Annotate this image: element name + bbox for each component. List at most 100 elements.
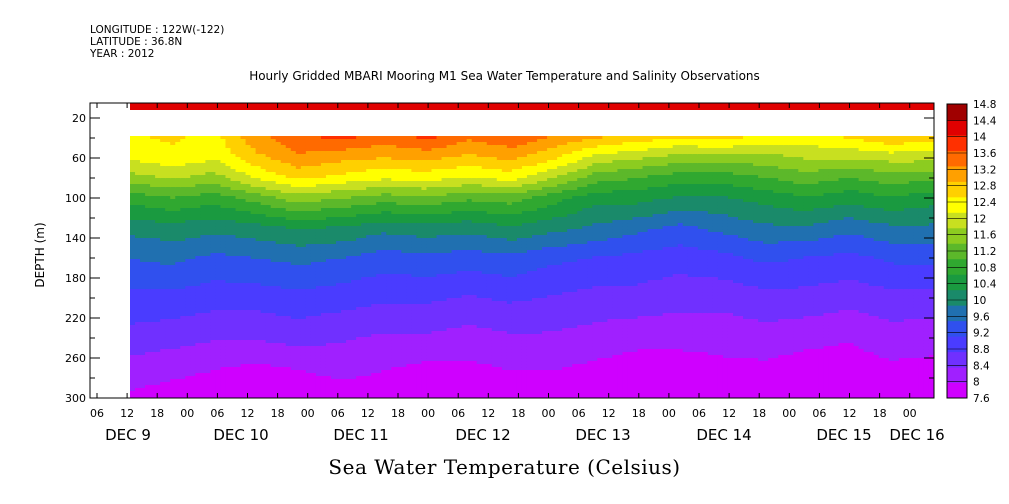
heat-cell: [250, 175, 257, 179]
heat-cell: [175, 331, 181, 335]
heat-cell: [130, 175, 136, 179]
heat-cell: [205, 160, 212, 164]
heat-cell: [250, 379, 257, 383]
heat-cell: [220, 370, 227, 374]
heat-cell: [170, 253, 176, 257]
heat-cell: [230, 307, 237, 311]
heat-cell: [145, 373, 151, 377]
heat-cell: [195, 292, 201, 296]
heat-cell: [215, 337, 222, 341]
heat-cell: [250, 169, 257, 173]
heat-cell: [240, 304, 247, 308]
heat-cell: [140, 370, 146, 374]
heat-cell: [230, 256, 237, 260]
heat-cell: [160, 226, 166, 230]
heat-cell: [135, 196, 141, 200]
heat-cell: [200, 391, 206, 395]
heat-cell: [240, 256, 247, 260]
heat-cell: [165, 304, 171, 308]
heat-cell: [230, 298, 237, 302]
heat-cell: [235, 145, 242, 149]
heat-cell: [185, 259, 191, 263]
heat-cell: [265, 145, 272, 149]
heat-cell: [150, 367, 156, 371]
heat-cell: [230, 295, 237, 299]
heat-cell: [140, 190, 146, 194]
heat-cell: [255, 151, 262, 155]
heat-cell: [220, 244, 227, 248]
heat-cell: [225, 214, 232, 218]
heat-cell: [235, 316, 242, 320]
heat-cell: [240, 247, 247, 251]
heat-cell: [220, 160, 227, 164]
heat-cell: [145, 148, 151, 152]
heat-cell: [145, 259, 151, 263]
heat-cell: [170, 136, 176, 140]
heat-cell: [190, 301, 196, 305]
heat-cell: [200, 349, 206, 353]
heat-cell: [255, 220, 262, 224]
heat-cell: [255, 325, 262, 329]
heat-cell: [175, 175, 181, 179]
heat-cell: [195, 238, 201, 242]
heat-cell: [225, 328, 232, 332]
heat-cell: [250, 184, 257, 188]
heat-cell: [220, 262, 227, 266]
heat-cell: [260, 346, 267, 350]
heat-cell: [255, 388, 262, 392]
heat-cell: [250, 241, 257, 245]
heat-cell: [160, 181, 166, 185]
heat-cell: [180, 136, 186, 140]
heat-cell: [235, 247, 242, 251]
heat-cell: [230, 220, 237, 224]
heat-cell: [135, 241, 141, 245]
heat-cell: [165, 229, 171, 233]
heat-cell: [235, 265, 242, 269]
heat-cell: [265, 223, 272, 227]
heat-cell: [215, 235, 222, 239]
heat-cell: [135, 394, 141, 398]
heat-cell: [245, 223, 252, 227]
heat-cell: [245, 298, 252, 302]
heat-cell: [165, 292, 171, 296]
heat-cell: [250, 229, 257, 233]
heat-cell: [260, 139, 267, 143]
heat-cell: [240, 271, 247, 275]
heat-cell: [200, 166, 206, 170]
heat-cell: [250, 286, 257, 290]
heat-cell: [205, 223, 212, 227]
heat-cell: [235, 187, 242, 191]
heat-cell: [190, 217, 196, 221]
heat-cell: [245, 331, 252, 335]
heat-cell: [140, 349, 146, 353]
heat-cell: [240, 358, 247, 362]
heat-cell: [160, 292, 166, 296]
heat-cell: [170, 166, 176, 170]
heat-cell: [185, 184, 191, 188]
heat-cell: [165, 337, 171, 341]
heat-cell: [190, 160, 196, 164]
heat-cell: [245, 202, 252, 206]
heat-cell: [195, 295, 201, 299]
heat-cell: [190, 229, 196, 233]
heat-cell: [225, 184, 232, 188]
heat-cell: [240, 382, 247, 386]
heat-cell: [170, 172, 176, 176]
heat-cell: [140, 328, 146, 332]
heat-cell: [225, 370, 232, 374]
heat-cell: [255, 187, 262, 191]
heat-cell: [260, 373, 267, 377]
heat-cell: [235, 175, 242, 179]
heat-cell: [235, 319, 242, 323]
heat-cell: [200, 202, 206, 206]
heat-cell: [200, 319, 206, 323]
heat-cell: [215, 163, 222, 167]
heat-cell: [150, 223, 156, 227]
heat-cell: [220, 343, 227, 347]
heat-cell: [240, 352, 247, 356]
heat-cell: [235, 364, 242, 368]
heat-cell: [145, 235, 151, 239]
heat-cell: [210, 298, 217, 302]
heat-cell: [130, 178, 136, 182]
heat-cell: [165, 346, 171, 350]
